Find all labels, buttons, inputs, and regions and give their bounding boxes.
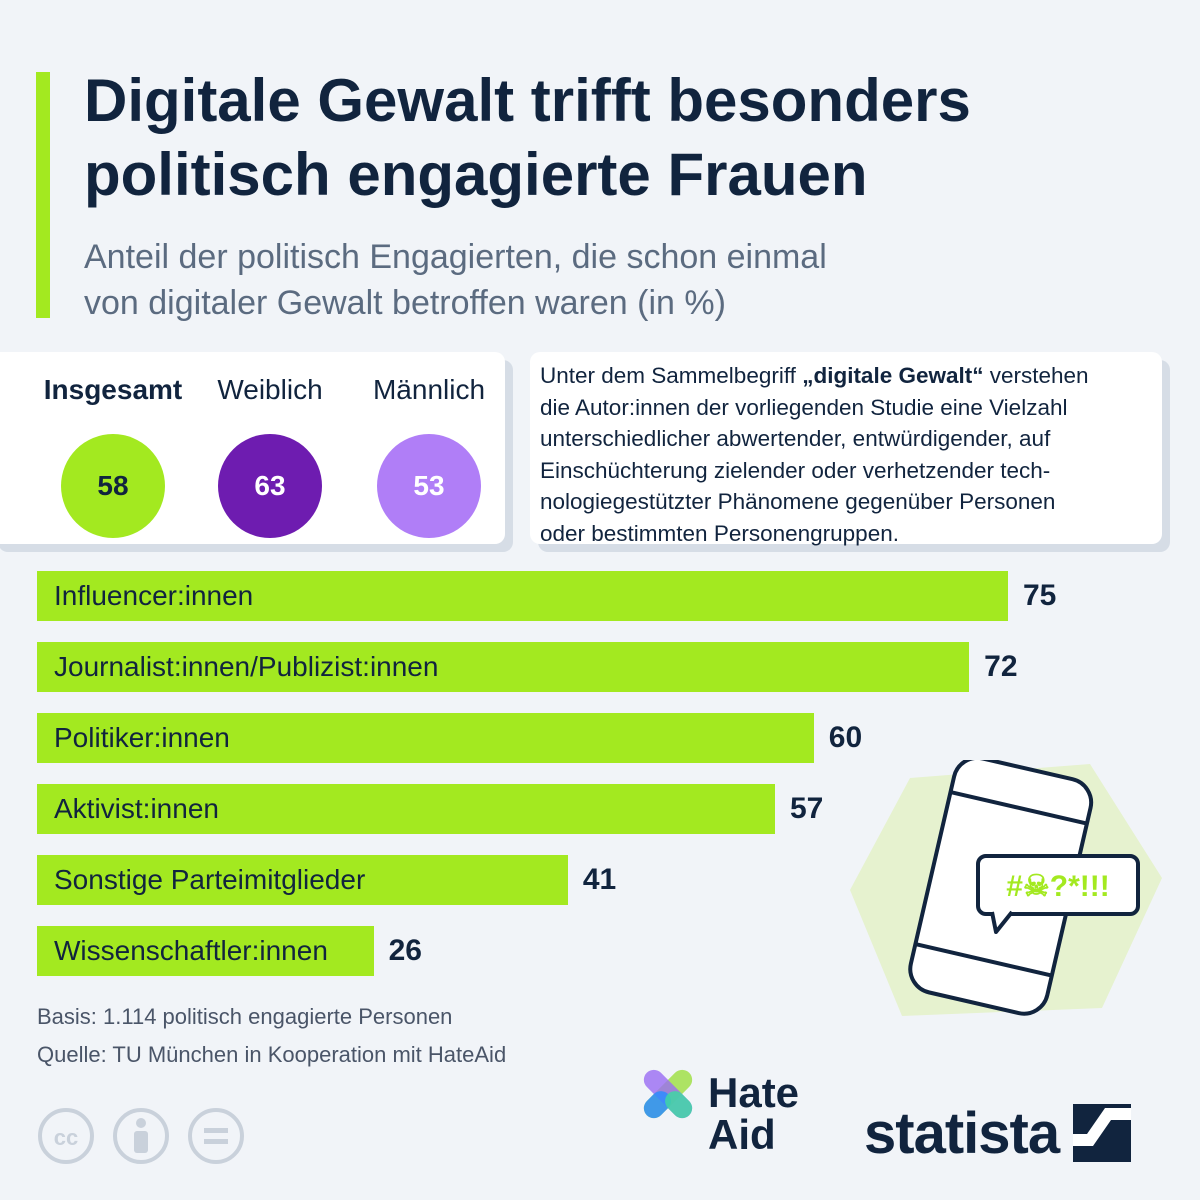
definition-line-4: Einschüchterung zielender oder verhetzen… bbox=[540, 457, 1051, 483]
bar-label-6: Wissenschaftler:innen bbox=[54, 935, 328, 966]
hateaid-word-1: Hate bbox=[708, 1069, 800, 1116]
definition-line-1: Unter dem Sammelbegriff „digitale Gewalt… bbox=[540, 360, 1152, 392]
definition-post: verstehen bbox=[983, 363, 1089, 388]
bar-label-2: Journalist:innen/Publizist:innen bbox=[54, 651, 439, 682]
statista-mark-icon bbox=[1073, 1104, 1132, 1162]
summary-male: Männlich 53 bbox=[344, 370, 514, 538]
bar-4: Aktivist:innen bbox=[37, 784, 775, 834]
attribution-icon bbox=[113, 1108, 169, 1164]
bubble-text: #☠?*!!! bbox=[1006, 870, 1110, 903]
definition-line-3: unterschiedlicher abwertender, entwürdig… bbox=[540, 426, 1051, 451]
subtitle-line-1: Anteil der politisch Engagierten, die sc… bbox=[84, 238, 827, 276]
hateaid-mark-icon bbox=[643, 1069, 693, 1119]
statista-logo: statista bbox=[864, 1098, 1132, 1168]
bar-value-2: 72 bbox=[984, 650, 1018, 683]
hateaid-logo: Hate Aid bbox=[636, 1060, 826, 1170]
hateaid-wordmark: Hate Aid bbox=[708, 1072, 799, 1156]
svg-text:cc: cc bbox=[54, 1125, 78, 1150]
bar-value-4: 57 bbox=[789, 792, 824, 825]
chart-title: Digitale Gewalt trifft besonders politis… bbox=[84, 64, 1184, 212]
phone-hate-illustration: #☠?*!!! bbox=[850, 760, 1162, 1016]
summary-total-circle: 58 bbox=[61, 434, 165, 538]
definition-text: Unter dem Sammelbegriff „digitale Gewalt… bbox=[540, 360, 1152, 549]
bar-label-1: Influencer:innen bbox=[54, 580, 254, 611]
summary-total: Insgesamt 58 bbox=[28, 370, 198, 538]
chart-subtitle: Anteil der politisch Engagierten, die sc… bbox=[84, 234, 1084, 326]
title-line-1: Digitale Gewalt trifft besonders bbox=[84, 67, 971, 134]
definition-term: „digitale Gewalt“ bbox=[802, 363, 984, 388]
definition-card: Unter dem Sammelbegriff „digitale Gewalt… bbox=[530, 352, 1162, 546]
source-note: Quelle: TU München in Kooperation mit Ha… bbox=[37, 1042, 507, 1067]
bar-6: Wissenschaftler:innen bbox=[37, 926, 374, 976]
bar-value-3: 60 bbox=[828, 721, 863, 754]
bar-label-5: Sonstige Parteimitglieder bbox=[54, 864, 366, 895]
chart-notes: Basis: 1.114 politisch engagierte Person… bbox=[37, 998, 506, 1074]
summary-male-label: Männlich bbox=[372, 374, 486, 405]
summary-total-label: Insgesamt bbox=[43, 374, 183, 405]
title-accent-bar bbox=[36, 72, 50, 318]
summary-male-circle: 53 bbox=[377, 434, 481, 538]
definition-pre: Unter dem Sammelbegriff bbox=[540, 363, 803, 388]
speech-bubble-icon: #☠?*!!! bbox=[976, 854, 1140, 934]
title-line-2: politisch engagierte Frauen bbox=[84, 141, 868, 208]
definition-line-5: nologiegestützter Phänomene gegenüber Pe… bbox=[540, 489, 1056, 514]
bar-value-6: 26 bbox=[388, 934, 422, 967]
bar-value-5: 41 bbox=[582, 863, 617, 896]
bar-label-4: Aktivist:innen bbox=[54, 793, 219, 824]
bar-2: Journalist:innen/Publizist:innen bbox=[37, 642, 970, 692]
definition-line-6: oder bestimmten Personengruppen. bbox=[540, 520, 899, 546]
summary-female: Weiblich 63 bbox=[185, 370, 355, 538]
no-derivatives-icon bbox=[188, 1108, 244, 1164]
bar-value-1: 75 bbox=[1023, 579, 1057, 612]
bar-1: Influencer:innen bbox=[37, 571, 1008, 621]
bar-label-3: Politiker:innen bbox=[54, 722, 230, 753]
bar-3: Politiker:innen bbox=[37, 713, 814, 763]
summary-card: Insgesamt 58 Weiblich 63 Männlich 53 bbox=[0, 352, 505, 544]
cc-icon: cc bbox=[38, 1108, 94, 1164]
summary-female-label: Weiblich bbox=[217, 374, 323, 405]
license-icons: cc bbox=[38, 1108, 244, 1164]
hateaid-word-2: Aid bbox=[708, 1111, 776, 1158]
bar-5: Sonstige Parteimitglieder bbox=[37, 855, 568, 905]
basis-note: Basis: 1.114 politisch engagierte Person… bbox=[37, 1004, 453, 1029]
summary-female-circle: 63 bbox=[218, 434, 322, 538]
subtitle-line-2: von digitaler Gewalt betroffen waren (in… bbox=[84, 284, 726, 322]
definition-line-2: die Autor:innen der vorliegenden Studie … bbox=[540, 394, 1068, 420]
statista-wordmark: statista bbox=[864, 1100, 1060, 1166]
